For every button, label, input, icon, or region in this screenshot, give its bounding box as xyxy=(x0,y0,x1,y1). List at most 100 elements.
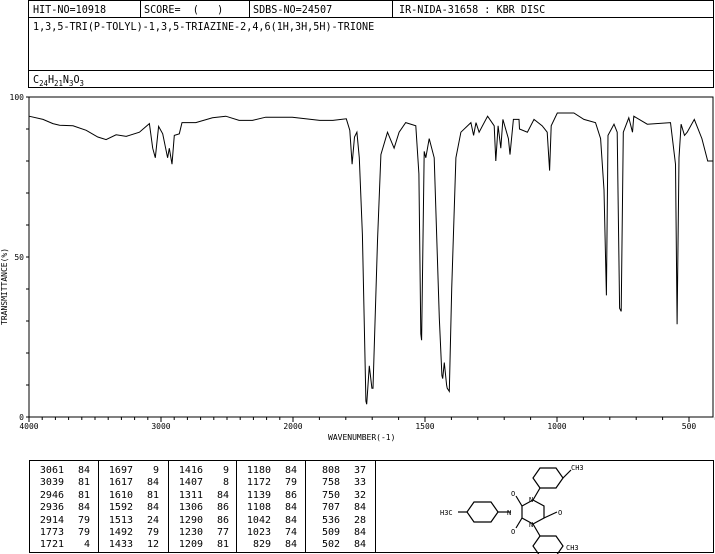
peak-column: 808 37 758 33 750 32 707 84 536 28 509 84 502 84 xyxy=(306,461,377,552)
atom-label-n: N xyxy=(529,496,533,504)
peak-wavenumber: 502 xyxy=(321,539,340,551)
sdbs-no: SDBS-NO=24507 xyxy=(253,3,333,16)
hit-no-cell: HIT-NO=10918 xyxy=(29,1,141,17)
structure-box: O O O N N N CH3 CH3 H3C xyxy=(375,460,714,554)
peak-wavenumber: 1311 xyxy=(178,489,203,501)
peak-transmittance: 81 xyxy=(77,489,90,501)
peak-wavenumber: 1721 xyxy=(39,539,64,551)
peak-transmittance: 32 xyxy=(353,489,366,501)
peak-transmittance: 24 xyxy=(146,514,159,526)
peak-transmittance: 84 xyxy=(284,514,297,526)
peak-wavenumber: 1306 xyxy=(178,502,203,514)
peak-wavenumber: 1023 xyxy=(246,527,271,538)
peak-transmittance: 79 xyxy=(146,527,159,538)
peak-transmittance: 74 xyxy=(284,527,297,538)
y-tick-label: 0 xyxy=(19,413,24,422)
peak-transmittance: 79 xyxy=(77,514,90,526)
peak-transmittance: 84 xyxy=(284,539,297,551)
methyl-label: CH3 xyxy=(571,464,584,472)
peak-transmittance: 79 xyxy=(284,477,297,489)
peak-wavenumber: 1209 xyxy=(178,539,203,551)
peak-wavenumber: 2936 xyxy=(39,502,64,514)
peak-column: 1697 9 1617 84 1610 81 1592 84 1513 24 1492 79 1433 1… xyxy=(99,461,169,552)
peak-table: 3061 84 3039 81 2946 81 2936 84 2914 79 1773 79 1721… xyxy=(29,460,376,553)
peak-wavenumber: 1139 xyxy=(246,489,271,501)
peak-transmittance: 84 xyxy=(77,465,90,476)
peak-wavenumber: 1407 xyxy=(178,477,203,489)
peak-wavenumber: 3039 xyxy=(39,477,64,489)
peak-wavenumber: 1416 xyxy=(178,465,203,476)
x-tick-label: 1000 xyxy=(547,422,566,431)
peak-transmittance: 84 xyxy=(146,477,159,489)
peak-transmittance: 84 xyxy=(353,527,366,538)
peak-column: 1180 84 1172 79 1139 86 1108 84 1042 84 1023 74 829 8… xyxy=(237,461,306,552)
x-tick-label: 1500 xyxy=(415,422,434,431)
peak-transmittance: 9 xyxy=(222,465,229,476)
peak-wavenumber: 1108 xyxy=(246,502,271,514)
peak-wavenumber: 1617 xyxy=(108,477,133,489)
peak-wavenumber: 509 xyxy=(321,527,340,538)
peak-wavenumber: 2946 xyxy=(39,489,64,501)
peak-transmittance: 84 xyxy=(216,489,229,501)
peak-wavenumber: 829 xyxy=(252,539,271,551)
peak-wavenumber: 1592 xyxy=(108,502,133,514)
peak-wavenumber: 2914 xyxy=(39,514,64,526)
peak-transmittance: 37 xyxy=(353,465,366,476)
methyl-label: CH3 xyxy=(566,544,579,552)
atom-label-n: N xyxy=(507,509,511,517)
peak-wavenumber: 750 xyxy=(321,489,340,501)
peak-wavenumber: 1172 xyxy=(246,477,271,489)
peak-wavenumber: 1433 xyxy=(108,539,133,551)
peak-transmittance: 86 xyxy=(284,489,297,501)
peak-wavenumber: 1180 xyxy=(246,465,271,476)
x-tick-label: 3000 xyxy=(151,422,170,431)
peak-wavenumber: 536 xyxy=(321,514,340,526)
peak-wavenumber: 1492 xyxy=(108,527,133,538)
ir-id: IR-NIDA-31658 : KBR DISC xyxy=(399,3,546,16)
x-tick-label: 500 xyxy=(682,422,697,431)
peak-transmittance: 84 xyxy=(284,465,297,476)
peak-transmittance: 4 xyxy=(83,539,90,551)
peak-transmittance: 79 xyxy=(77,527,90,538)
spectrum-line xyxy=(28,112,713,405)
atom-label-o: O xyxy=(511,490,515,498)
peak-wavenumber: 808 xyxy=(321,465,340,476)
peak-transmittance: 81 xyxy=(146,489,159,501)
y-tick-label: 100 xyxy=(10,93,25,102)
peak-wavenumber: 1610 xyxy=(108,489,133,501)
atom-label-o: O xyxy=(558,509,562,517)
peak-wavenumber: 1290 xyxy=(178,514,203,526)
peak-transmittance: 12 xyxy=(146,539,159,551)
peak-transmittance: 84 xyxy=(77,502,90,514)
sdbs-no-cell: SDBS-NO=24507 xyxy=(250,1,393,17)
peak-column: 3061 84 3039 81 2946 81 2936 84 2914 79 1773 79 1721… xyxy=(30,461,99,552)
peak-wavenumber: 3061 xyxy=(39,465,64,476)
peak-transmittance: 84 xyxy=(284,502,297,514)
peak-wavenumber: 1513 xyxy=(108,514,133,526)
peak-column: 1416 9 1407 8 1311 84 1306 86 1290 86 1230 77 1209 81 xyxy=(169,461,237,552)
peak-transmittance: 77 xyxy=(216,527,229,538)
methyl-label: H3C xyxy=(440,509,453,517)
ir-spectrum-chart: 4000 3000 2000 1500 1000 500 0 50 100 WAVENUMBER… xyxy=(0,93,715,442)
peak-transmittance: 9 xyxy=(152,465,159,476)
chemical-structure: O O O N N N CH3 CH3 H3C xyxy=(440,464,584,554)
formula-box: C24H21N3O3 xyxy=(28,70,714,88)
peak-transmittance: 81 xyxy=(77,477,90,489)
peak-transmittance: 84 xyxy=(146,502,159,514)
peak-wavenumber: 1697 xyxy=(108,465,133,476)
peak-transmittance: 8 xyxy=(222,477,229,489)
hit-no: HIT-NO=10918 xyxy=(33,3,107,16)
y-tick-label: 50 xyxy=(14,253,24,262)
peak-transmittance: 86 xyxy=(216,502,229,514)
x-tick-label: 4000 xyxy=(19,422,38,431)
peak-transmittance: 84 xyxy=(353,502,366,514)
peak-wavenumber: 1230 xyxy=(178,527,203,538)
peak-transmittance: 28 xyxy=(353,514,366,526)
peak-wavenumber: 707 xyxy=(321,502,340,514)
peak-transmittance: 86 xyxy=(216,514,229,526)
peak-transmittance: 84 xyxy=(353,539,366,551)
atom-label-o: O xyxy=(511,528,515,536)
x-axis-label: WAVENUMBER(-1) xyxy=(328,433,395,442)
peak-wavenumber: 1773 xyxy=(39,527,64,538)
x-tick-label: 2000 xyxy=(283,422,302,431)
